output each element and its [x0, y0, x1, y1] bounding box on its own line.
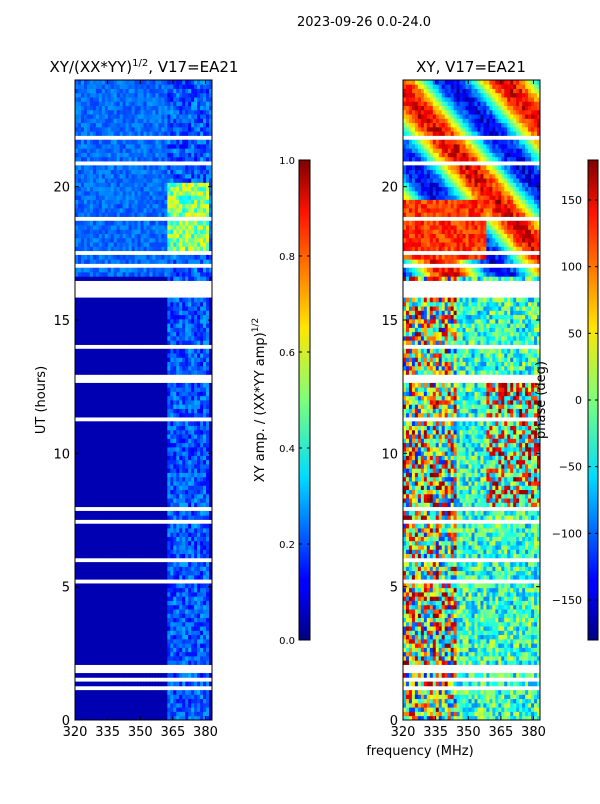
- y-tick-label: 10: [53, 447, 70, 462]
- amp-heatmap-image: [75, 80, 213, 721]
- amp-heatmap-panel: 320 335 350 365 380 0 5 10 15 20: [53, 79, 218, 740]
- colorbar-tick-label: 0.2: [279, 540, 295, 551]
- x-tick-label: 350: [128, 725, 153, 740]
- x-tick-label: 365: [488, 725, 513, 740]
- phase-heatmap-image: [403, 80, 541, 721]
- amp-axes: 320 335 350 365 380 0 5 10 15 20: [53, 80, 218, 740]
- amp-panel-title: XY/(XX*YY)1/2, V17=EA21: [50, 58, 239, 76]
- colorbar-tick-label: −150: [552, 594, 582, 607]
- amp-colorbar-gradient: [298, 159, 311, 641]
- y-tick-label: 5: [62, 581, 70, 596]
- frequency-x-axis-label: frequency (MHz): [366, 744, 473, 759]
- colorbar-tick-label: −50: [559, 461, 582, 474]
- phase-colorbar-label: phase (deg): [534, 361, 549, 439]
- phase-axes: 320 335 350 365 380 0 5 10 15 20: [381, 80, 546, 740]
- amp-colorbar: 0.0 0.2 0.4 0.6 0.8 1.0: [279, 156, 311, 647]
- y-tick-label: 15: [381, 314, 398, 329]
- amp-plot-frame: [74, 79, 213, 721]
- x-tick-label: 335: [423, 725, 448, 740]
- amp-colorbar-ticks: 0.0 0.2 0.4 0.6 0.8 1.0: [279, 156, 310, 647]
- y-tick-label: 0: [62, 714, 70, 729]
- x-tick-label: 350: [456, 725, 481, 740]
- colorbar-tick-label: 0.4: [279, 444, 295, 455]
- colorbar-tick-label: 1.0: [279, 156, 295, 167]
- x-tick-label: 380: [193, 725, 218, 740]
- phase-panel-title: XY, V17=EA21: [416, 58, 526, 76]
- x-tick-label: 320: [63, 725, 88, 740]
- x-tick-label: 380: [521, 725, 546, 740]
- y-tick-label: 20: [53, 181, 70, 196]
- amp-y-axis-label: UT (hours): [34, 366, 49, 434]
- x-tick-label: 335: [95, 725, 120, 740]
- y-tick-label: 5: [390, 581, 398, 596]
- colorbar-tick-label: 100: [561, 261, 582, 274]
- phase-plot-frame: [402, 79, 541, 721]
- amp-colorbar-label: XY amp. / (XX*YY amp)1/2: [251, 318, 268, 482]
- x-tick-label: 320: [391, 725, 416, 740]
- colorbar-tick-label: 50: [568, 327, 582, 340]
- phase-colorbar-ticks: −150 −100 −50 0 50 100 150: [552, 194, 598, 607]
- colorbar-tick-label: 150: [561, 194, 582, 207]
- y-tick-label: 10: [381, 447, 398, 462]
- phase-colorbar: −150 −100 −50 0 50 100 150: [552, 159, 599, 641]
- y-tick-label: 20: [381, 181, 398, 196]
- colorbar-tick-label: −100: [552, 527, 582, 540]
- y-tick-label: 15: [53, 314, 70, 329]
- colorbar-tick-label: 0.8: [279, 252, 295, 263]
- colorbar-tick-label: 0: [575, 394, 582, 407]
- y-tick-label: 0: [390, 714, 398, 729]
- phase-heatmap-panel: 320 335 350 365 380 0 5 10 15 20: [381, 79, 546, 740]
- colorbar-tick-label: 0.0: [279, 636, 295, 647]
- x-tick-label: 365: [160, 725, 185, 740]
- colorbar-tick-label: 0.6: [279, 348, 295, 359]
- figure-suptitle: 2023-09-26 0.0-24.0: [297, 15, 431, 30]
